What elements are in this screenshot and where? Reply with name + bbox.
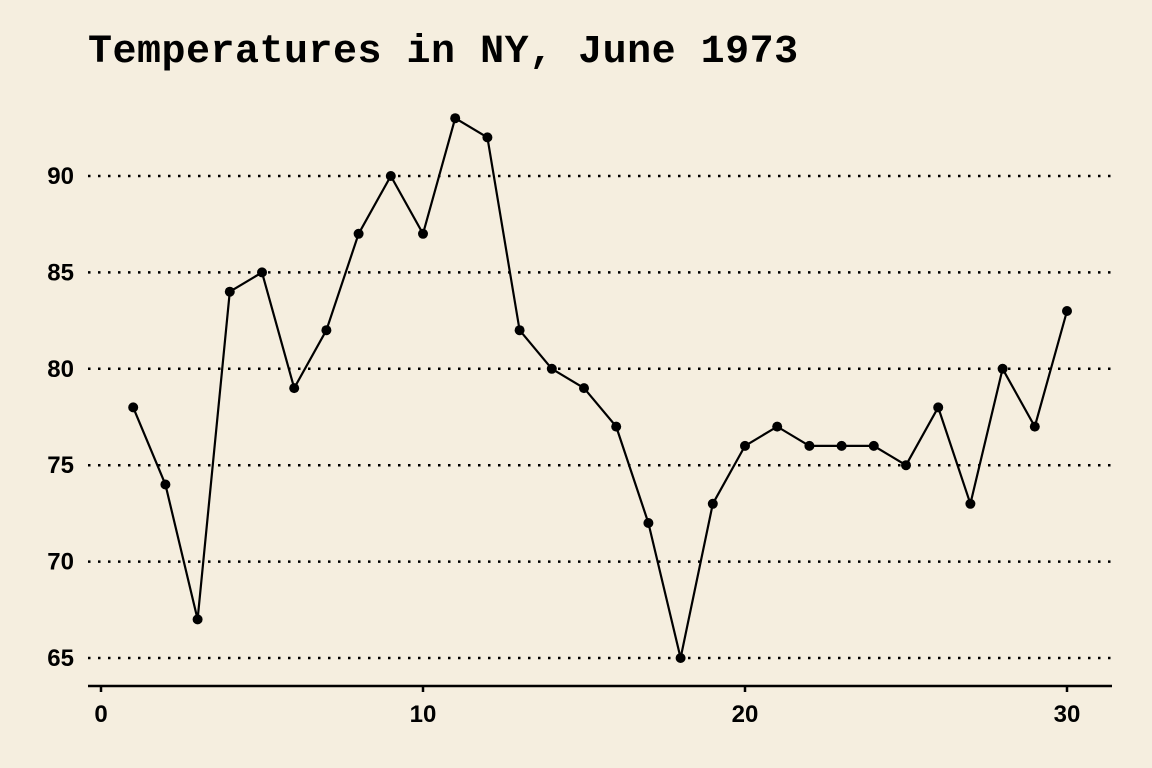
data-point [675,653,686,663]
data-point [353,228,364,239]
x-tick-label: 10 [410,701,437,728]
x-tick-label: 20 [732,701,759,728]
grid-lines [88,174,1112,660]
data-point [224,286,235,297]
data-point [997,363,1008,374]
y-tick-label: 65 [47,645,74,672]
data-point [707,498,718,509]
data-point [579,383,589,394]
data-point [450,113,461,124]
data-point [611,421,622,432]
data-point [192,614,203,625]
data-point [1029,421,1040,432]
data-point [385,171,396,181]
x-axis: 0 10 20 30 [88,684,1112,728]
y-tick-label: 90 [47,163,74,190]
data-point [1062,306,1072,316]
series-points [128,113,1072,663]
y-tick-label: 75 [47,452,74,479]
data-point [289,383,300,394]
data-point [933,402,944,413]
data-point [804,440,815,451]
data-point [643,518,654,528]
data-point [836,440,847,451]
data-point [514,325,525,336]
x-tick-label: 0 [94,701,107,728]
data-point [772,421,783,432]
chart-title: Temperatures in NY, June 1973 [88,30,799,75]
data-point [257,267,267,278]
x-tick-label: 30 [1054,701,1081,728]
data-point [160,479,171,490]
y-axis: 65 70 75 80 85 90 [47,163,74,672]
data-point [901,460,911,471]
series-line-group [132,116,1069,659]
data-point [128,402,139,413]
y-tick-label: 85 [47,259,74,286]
data-point [740,440,750,451]
data-point [965,498,976,509]
y-tick-label: 70 [47,549,74,576]
data-point [321,325,332,336]
data-point [418,228,428,239]
y-tick-label: 80 [47,356,74,383]
series-line [132,116,1069,659]
data-point [868,440,879,451]
data-point [546,363,557,374]
data-point [482,132,493,143]
